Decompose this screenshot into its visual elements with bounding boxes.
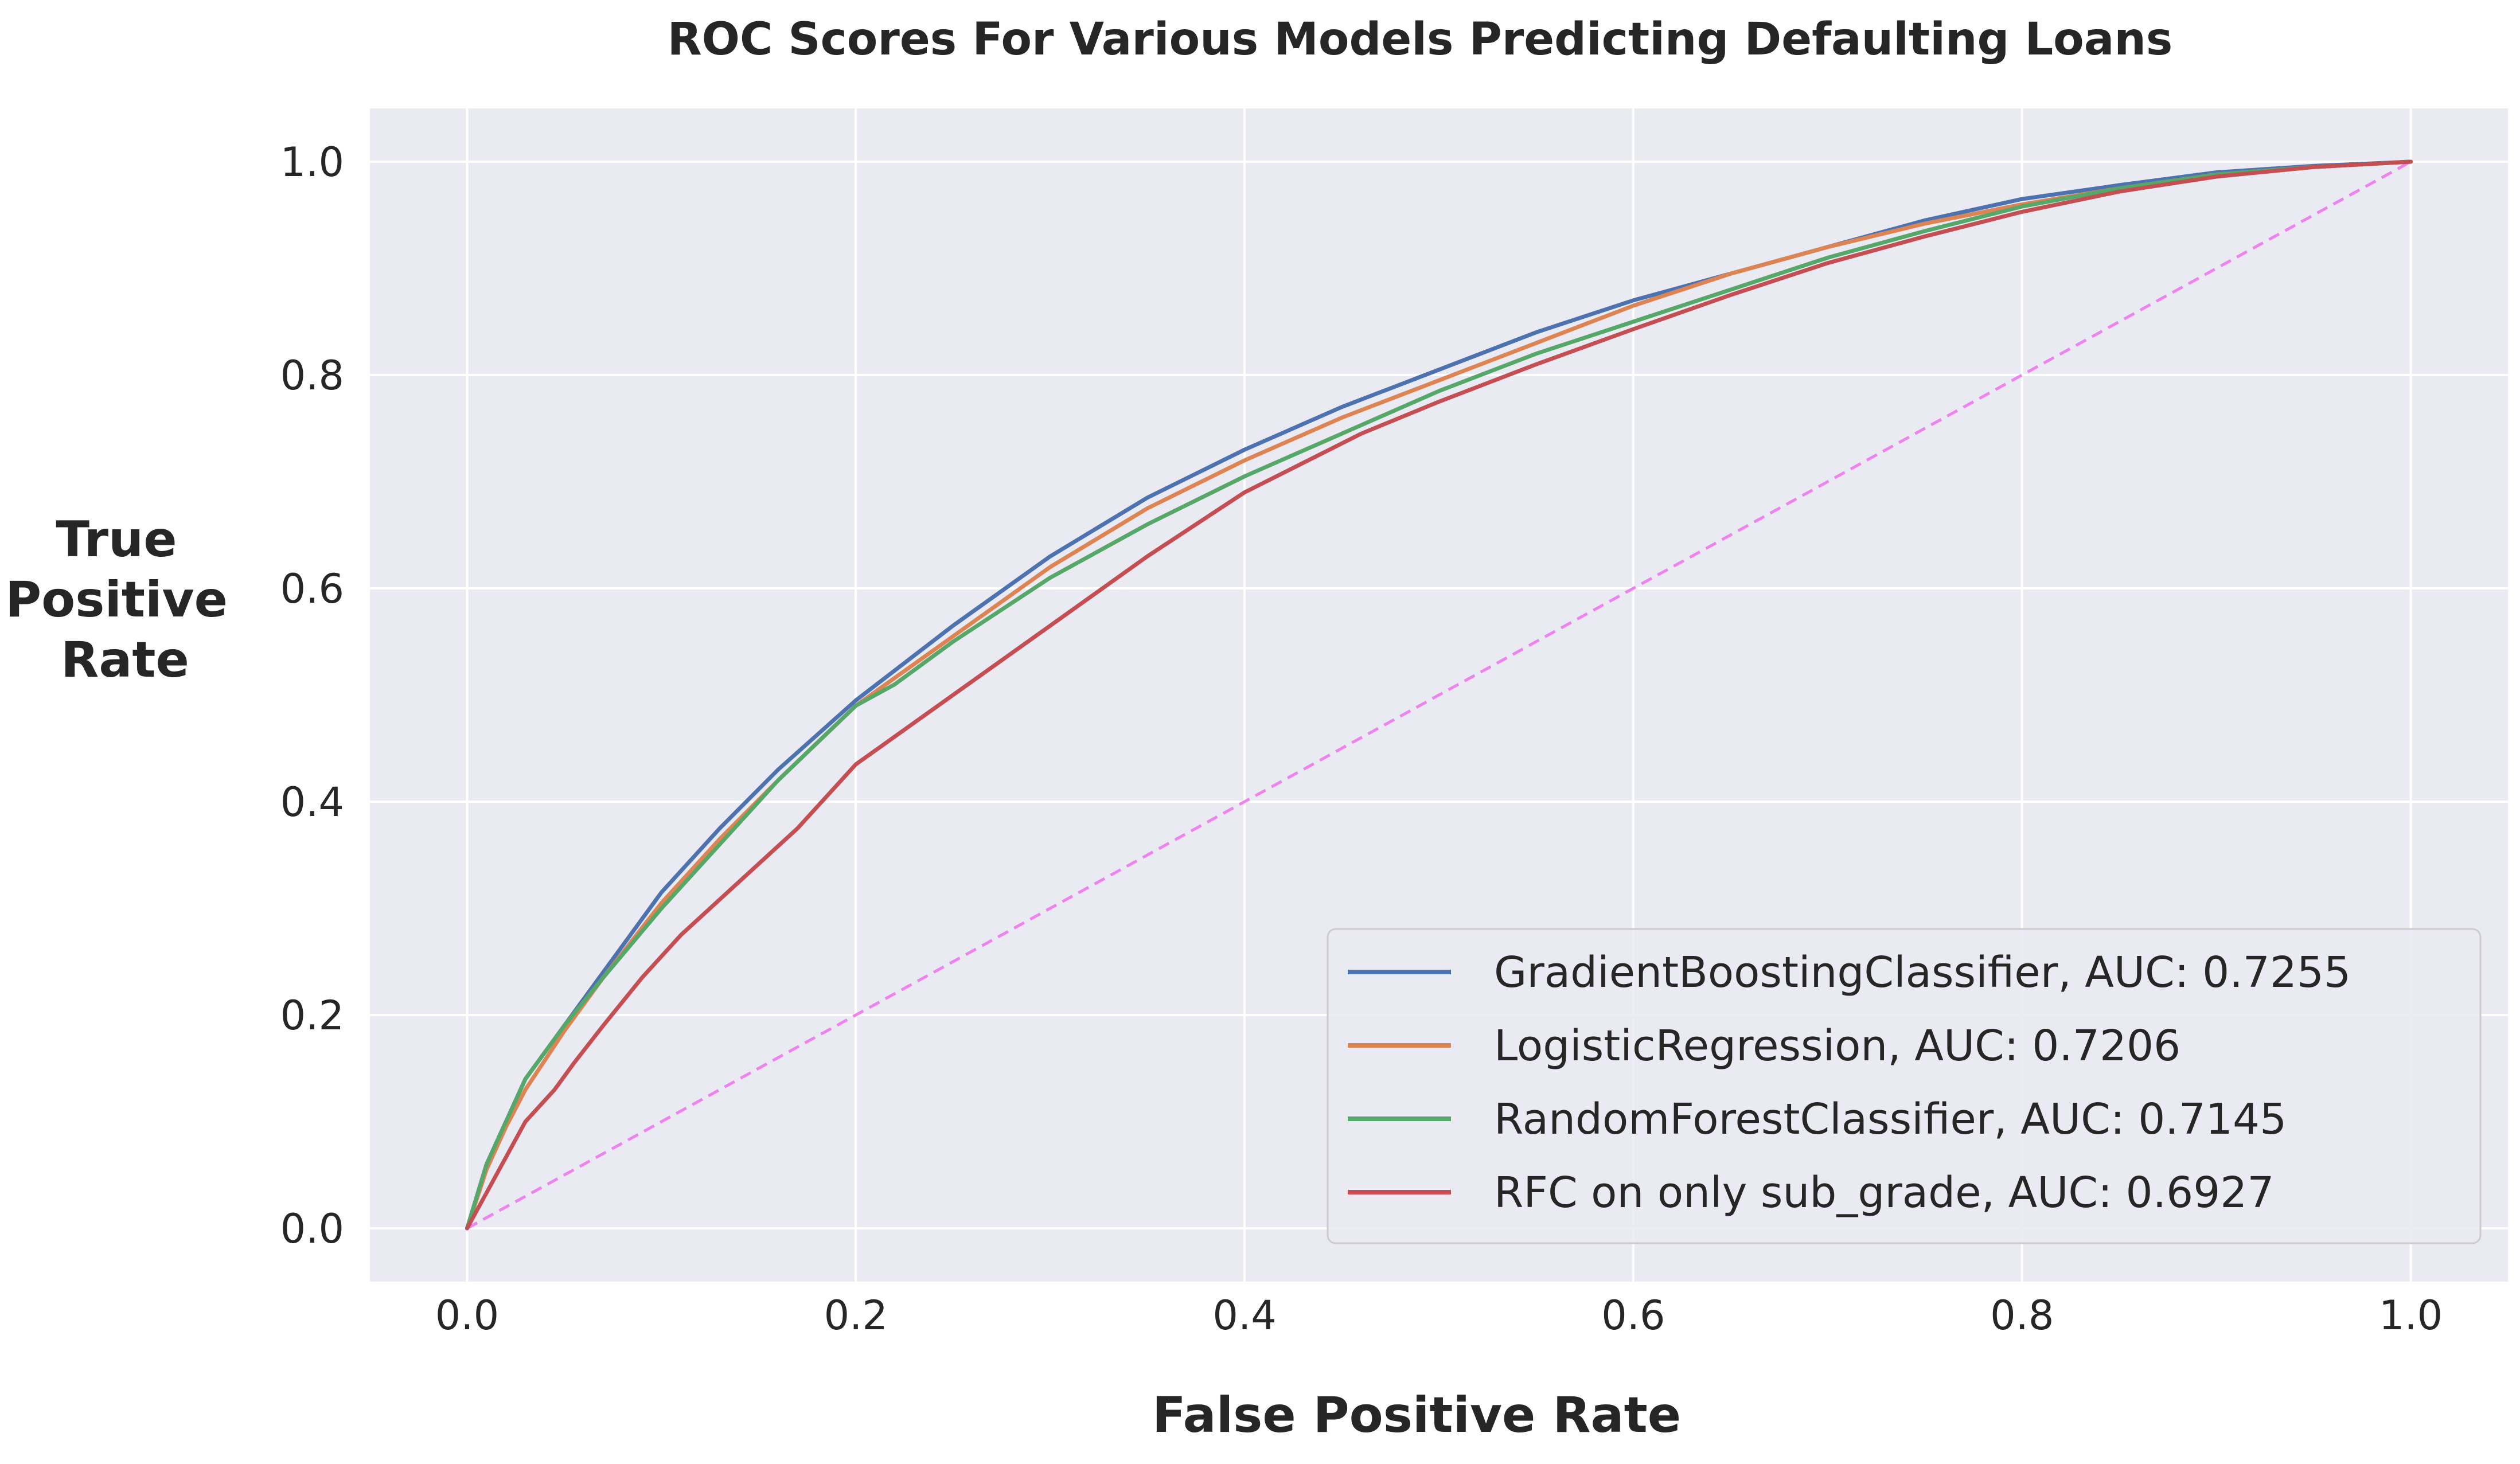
y-tick-label: 1.0	[280, 139, 344, 186]
x-tick-label: 1.0	[2379, 1292, 2443, 1339]
y-axis-label-line-1: True	[56, 511, 177, 568]
series-line-2	[465, 159, 2413, 1231]
x-tick-label: 0.6	[1601, 1292, 1665, 1339]
chart-title: ROC Scores For Various Models Predicting…	[668, 14, 2173, 65]
y-axis-label-line-3: Rate	[61, 631, 189, 689]
legend-items: GradientBoostingClassifier, AUC: 0.7255 L…	[1348, 948, 2351, 1217]
series-line-1	[465, 159, 2413, 1231]
x-tick-label: 0.4	[1212, 1292, 1276, 1339]
y-axis-label: True Positive Rate	[5, 511, 245, 689]
reference-diagonal-line	[466, 160, 2412, 1230]
legend-label-0: GradientBoostingClassifier, AUC: 0.7255	[1494, 948, 2351, 997]
y-tick-label: 0.8	[280, 352, 344, 399]
x-axis-label: False Positive Rate	[1152, 1387, 1681, 1444]
y-tick-label: 0.0	[280, 1205, 344, 1252]
legend-label-1: LogisticRegression, AUC: 0.7206	[1494, 1021, 2180, 1071]
series-line-3	[465, 159, 2413, 1231]
x-tick-label: 0.2	[824, 1292, 888, 1339]
x-tick-label: 0.0	[435, 1292, 499, 1339]
y-axis-label-line-2: Positive	[5, 571, 228, 628]
y-tick-label: 0.6	[280, 565, 344, 612]
legend: GradientBoostingClassifier, AUC: 0.7255 L…	[1327, 928, 2482, 1244]
series-lines	[465, 159, 2413, 1231]
y-tick-label: 0.4	[280, 779, 344, 826]
y-tick-labels: 0.0 0.2 0.4 0.6 0.8 1.0	[280, 139, 344, 1252]
x-tick-labels: 0.0 0.2 0.4 0.6 0.8 1.0	[435, 1292, 2443, 1339]
legend-label-3: RFC on only sub_grade, AUC: 0.6927	[1494, 1168, 2274, 1217]
x-tick-label: 0.8	[1990, 1292, 2054, 1339]
legend-label-2: RandomForestClassifier, AUC: 0.7145	[1494, 1095, 2287, 1144]
y-tick-label: 0.2	[280, 992, 344, 1039]
legend-box	[1327, 928, 2482, 1244]
